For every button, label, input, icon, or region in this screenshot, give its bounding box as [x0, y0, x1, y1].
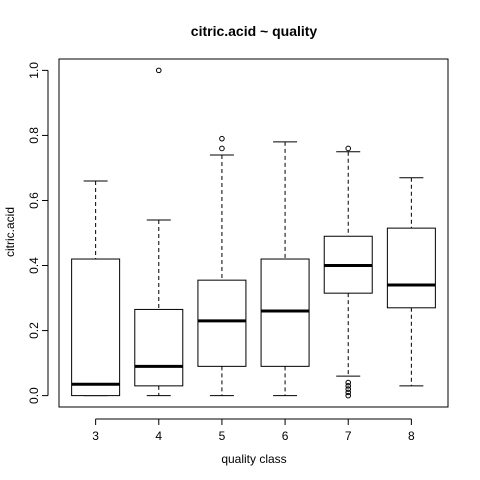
x-tick-label: 4 [155, 429, 162, 443]
y-tick-label: 0.2 [27, 322, 41, 339]
y-tick-label: 0.4 [27, 257, 41, 274]
x-tick-label: 6 [282, 429, 289, 443]
box-group-5 [197, 135, 247, 397]
outlier-point [345, 392, 352, 399]
box-group-6 [260, 141, 310, 397]
boxes-group [71, 67, 436, 399]
outlier-point [345, 145, 352, 152]
box-group-8 [386, 177, 436, 387]
y-tick-label: 0.8 [27, 127, 41, 144]
x-tick-label: 3 [92, 429, 99, 443]
outlier-point [345, 379, 352, 386]
x-tick-label: 8 [408, 429, 415, 443]
y-axis: 0.0 0.2 0.4 0.6 0.8 1.0 [27, 62, 49, 404]
outlier-point [155, 67, 162, 74]
x-tick-label: 7 [345, 429, 352, 443]
x-axis: 3 4 5 6 7 8 [92, 418, 415, 443]
plot-frame [58, 58, 449, 408]
outlier-point [345, 389, 352, 396]
y-tick-label: 0.0 [27, 387, 41, 404]
x-axis-label: quality class [221, 452, 286, 466]
box-group-4 [134, 67, 184, 397]
outlier-point [345, 386, 352, 392]
outlier-point [219, 135, 225, 142]
box [71, 258, 121, 397]
box [386, 227, 436, 309]
box [197, 279, 247, 367]
x-tick-label: 5 [219, 429, 226, 443]
outlier-point [219, 145, 225, 152]
box-group-7 [323, 145, 373, 399]
y-tick-label: 1.0 [27, 62, 41, 79]
y-axis-label: citric.acid [3, 207, 17, 257]
chart-title: citric.acid ~ quality [191, 23, 318, 39]
outlier-point [345, 383, 352, 389]
box [260, 258, 310, 367]
box [134, 308, 184, 387]
box-group-3 [71, 180, 121, 397]
y-tick-label: 0.6 [27, 192, 41, 209]
